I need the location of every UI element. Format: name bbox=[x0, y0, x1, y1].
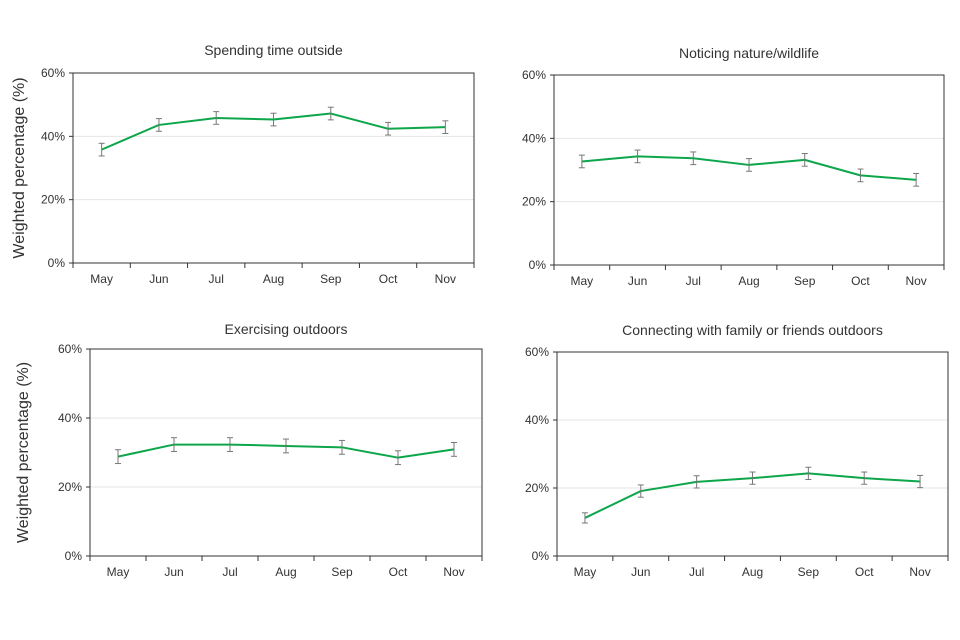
y-tick-label: 0% bbox=[48, 256, 66, 270]
y-tick-label: 60% bbox=[41, 66, 65, 80]
error-bar bbox=[578, 154, 585, 169]
x-tick-label: Jun bbox=[164, 565, 183, 579]
x-tick-label: May bbox=[571, 274, 594, 288]
x-tick-label: Sep bbox=[798, 565, 820, 579]
x-tick-label: Nov bbox=[905, 274, 926, 288]
x-tick-label: Jul bbox=[222, 565, 237, 579]
x-tick-label: Sep bbox=[331, 565, 353, 579]
y-tick-label: 0% bbox=[529, 258, 547, 272]
error-bar bbox=[270, 112, 277, 127]
chart-exercising-outdoors: 0% 20% 40% 60% May Jun Jul Aug Sep Oct Nov Exercisi… bbox=[15, 321, 483, 579]
x-tick-label: May bbox=[107, 565, 130, 579]
x-tick-label: May bbox=[574, 565, 597, 579]
x-tick-label: Sep bbox=[320, 272, 342, 286]
x-tick-label: Jul bbox=[209, 272, 224, 286]
plot-frame bbox=[89, 348, 483, 557]
error-bar bbox=[861, 471, 868, 485]
y-tick-label: 0% bbox=[65, 549, 83, 563]
x-tick-label: Oct bbox=[389, 565, 408, 579]
error-bar bbox=[227, 437, 233, 452]
error-bar bbox=[634, 149, 641, 164]
error-bar bbox=[690, 151, 697, 166]
chart-connecting-family-friends-outdoors: 0% 20% 40% 60% May Jun Jul Aug Sep Oct Nov Connecti… bbox=[525, 322, 949, 579]
y-tick-label: 20% bbox=[522, 195, 546, 209]
y-tick-label: 40% bbox=[58, 411, 82, 425]
x-tick-label: Nov bbox=[443, 565, 464, 579]
error-bar bbox=[98, 142, 105, 157]
error-bar bbox=[385, 121, 392, 136]
x-tick-label: Jun bbox=[149, 272, 168, 286]
y-tick-label: 20% bbox=[41, 193, 65, 207]
error-bar bbox=[693, 475, 700, 489]
x-tick-label: Nov bbox=[909, 565, 930, 579]
x-tick-label: Jun bbox=[631, 565, 650, 579]
x-tick-label: Aug bbox=[263, 272, 284, 286]
x-tick-label: Jun bbox=[628, 274, 647, 288]
error-bar bbox=[637, 484, 644, 498]
y-axis-label: Weighted percentage (%) bbox=[11, 77, 28, 258]
y-tick-label: 20% bbox=[525, 481, 549, 495]
x-tick-label: Aug bbox=[742, 565, 763, 579]
error-bar bbox=[155, 118, 162, 132]
plot-frame bbox=[553, 74, 945, 266]
error-bar bbox=[857, 168, 864, 183]
error-bar bbox=[115, 449, 121, 465]
x-tick-label: Aug bbox=[738, 274, 759, 288]
y-axis-label: Weighted percentage (%) bbox=[15, 362, 32, 543]
y-tick-label: 60% bbox=[58, 342, 82, 356]
y-tick-label: 60% bbox=[525, 345, 549, 359]
x-tick-label: Aug bbox=[275, 565, 296, 579]
chart-title: Spending time outside bbox=[204, 42, 343, 58]
error-bar bbox=[327, 106, 334, 121]
plot-frame bbox=[72, 72, 475, 264]
error-bar bbox=[171, 437, 177, 452]
error-bar bbox=[746, 158, 752, 172]
error-bar bbox=[213, 111, 220, 125]
error-bar bbox=[395, 450, 401, 466]
x-tick-label: Oct bbox=[379, 272, 398, 286]
y-tick-label: 20% bbox=[58, 480, 82, 494]
error-bar bbox=[339, 439, 345, 455]
x-tick-label: Sep bbox=[794, 274, 816, 288]
error-bar bbox=[451, 441, 457, 457]
chart-noticing-nature-wildlife: 0% 20% 40% 60% May Jun Jul Aug Sep Oct Nov Noticing… bbox=[522, 45, 945, 288]
error-bar bbox=[801, 153, 808, 167]
error-bar bbox=[581, 512, 588, 524]
chart-title: Noticing nature/wildlife bbox=[679, 45, 819, 61]
error-bar bbox=[283, 438, 289, 454]
y-tick-label: 40% bbox=[41, 129, 65, 143]
y-tick-label: 40% bbox=[525, 413, 549, 427]
chart-title: Exercising outdoors bbox=[225, 321, 348, 337]
error-bar bbox=[749, 471, 756, 485]
y-tick-label: 0% bbox=[532, 549, 550, 563]
x-tick-label: May bbox=[90, 272, 113, 286]
error-bar bbox=[917, 474, 924, 489]
x-tick-label: Jul bbox=[686, 274, 701, 288]
y-tick-label: 60% bbox=[522, 68, 546, 82]
plot-frame bbox=[556, 351, 949, 557]
x-tick-label: Nov bbox=[435, 272, 456, 286]
error-bar bbox=[913, 172, 920, 187]
y-tick-label: 40% bbox=[522, 131, 546, 145]
x-tick-label: Oct bbox=[855, 565, 874, 579]
x-tick-label: Jul bbox=[689, 565, 704, 579]
error-bar bbox=[805, 466, 812, 480]
x-tick-label: Oct bbox=[851, 274, 870, 288]
chart-title: Connecting with family or friends outdoo… bbox=[622, 322, 883, 338]
error-bar bbox=[442, 120, 449, 134]
chart-spending-time-outside: 0% 20% 40% 60% May Jun Jul Aug Sep Oct Nov Spending… bbox=[11, 42, 475, 286]
